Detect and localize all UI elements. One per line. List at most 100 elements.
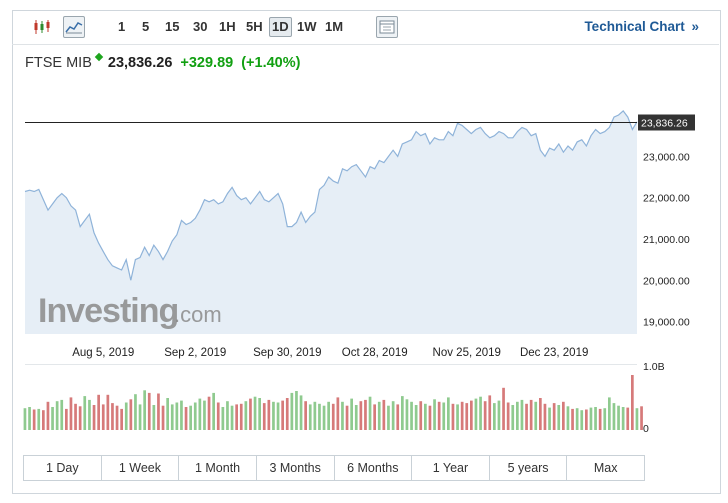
volume-bar bbox=[290, 392, 294, 430]
volume-bar bbox=[147, 392, 151, 430]
volume-bar bbox=[226, 401, 229, 430]
range-1-month[interactable]: 1 Month bbox=[179, 456, 257, 480]
volume-bar bbox=[170, 404, 174, 430]
volume-bar bbox=[120, 408, 123, 430]
volume-bar bbox=[516, 401, 519, 430]
range-1-year[interactable]: 1 Year bbox=[412, 456, 490, 480]
timeframe-1d[interactable]: 1D bbox=[269, 17, 292, 37]
volume-bar bbox=[608, 397, 611, 430]
volume-bar bbox=[396, 404, 400, 430]
x-tick-label: Nov 25, 2019 bbox=[433, 347, 501, 359]
volume-bar bbox=[470, 400, 473, 430]
volume-bar bbox=[354, 405, 358, 430]
timeframe-1[interactable]: 1 bbox=[118, 19, 126, 34]
price-line bbox=[24, 110, 638, 281]
timeframe-15[interactable]: 15 bbox=[165, 19, 180, 34]
volume-bar bbox=[428, 405, 432, 430]
volume-bar bbox=[55, 401, 59, 430]
volume-bar bbox=[276, 402, 280, 430]
volume-bar bbox=[88, 399, 91, 430]
volume-bar bbox=[138, 404, 142, 430]
technical-chart-link[interactable]: Technical Chart » bbox=[584, 19, 699, 34]
x-tick-label: Oct 28, 2019 bbox=[342, 347, 408, 359]
x-tick-label: Sep 30, 2019 bbox=[253, 347, 321, 359]
timeframe-1w[interactable]: 1W bbox=[297, 19, 317, 34]
volume-bar bbox=[525, 403, 528, 430]
volume-bar bbox=[244, 401, 248, 430]
volume-bar bbox=[166, 398, 169, 430]
volume-bar bbox=[401, 396, 404, 430]
volume-bar bbox=[272, 401, 275, 430]
volume-bar bbox=[216, 402, 220, 430]
candlestick-icon[interactable] bbox=[31, 16, 53, 38]
timeframe-5h[interactable]: 5H bbox=[246, 19, 263, 34]
timeframe-5[interactable]: 5 bbox=[142, 19, 150, 34]
x-tick-label: Sep 2, 2019 bbox=[164, 347, 226, 359]
timeframe-1h[interactable]: 1H bbox=[219, 19, 236, 34]
volume-bar bbox=[152, 405, 156, 430]
volume-bar bbox=[414, 405, 418, 430]
volume-bar bbox=[345, 405, 349, 430]
area-chart-icon[interactable] bbox=[63, 16, 85, 38]
range-6-months[interactable]: 6 Months bbox=[335, 456, 413, 480]
volume-bar bbox=[129, 399, 133, 430]
timeframe-1m[interactable]: 1M bbox=[325, 19, 344, 34]
range-5-years[interactable]: 5 years bbox=[490, 456, 568, 480]
volume-bar bbox=[249, 398, 252, 430]
price-change: +329.89 bbox=[180, 55, 234, 71]
y-tick-label: 19,000.00 bbox=[643, 317, 690, 329]
volume-bar bbox=[92, 405, 96, 430]
volume-bar bbox=[189, 405, 192, 430]
volume-bar bbox=[184, 407, 188, 430]
volume-bar bbox=[313, 401, 317, 430]
volume-bar bbox=[69, 397, 73, 430]
volume-bar bbox=[479, 396, 482, 430]
instrument-name: FTSE MIB bbox=[25, 55, 92, 71]
last-price: 23,836.26 bbox=[107, 55, 173, 71]
volume-bar bbox=[115, 405, 119, 430]
chart-toolbar: 1 5 15 30 1H 5H 1D 1W 1M Technical Chart… bbox=[12, 10, 719, 45]
volume-bar bbox=[364, 399, 367, 430]
volume-bar bbox=[32, 409, 36, 430]
volume-bar bbox=[198, 398, 202, 430]
volume-bar bbox=[331, 403, 335, 430]
volume-bar bbox=[529, 399, 533, 430]
last-price-label-bg bbox=[638, 114, 695, 131]
volume-bar bbox=[322, 405, 326, 430]
quote-header: FTSE MIB 23,836.26 +329.89 (+1.40%) bbox=[25, 52, 300, 71]
x-tick-label: Aug 5, 2019 bbox=[72, 347, 134, 359]
volume-bar bbox=[134, 394, 137, 430]
volume-bar bbox=[598, 408, 602, 430]
volume-bar bbox=[373, 404, 376, 430]
volume-bar bbox=[382, 399, 386, 430]
volume-bar bbox=[111, 403, 114, 430]
y-tick-label: 23,000.00 bbox=[643, 151, 690, 163]
volume-bar bbox=[28, 407, 31, 430]
volume-bar bbox=[106, 394, 110, 430]
volume-bar bbox=[359, 401, 363, 430]
indicators-icon[interactable] bbox=[376, 16, 398, 38]
volume-bar bbox=[304, 401, 307, 430]
volume-bar bbox=[327, 401, 330, 430]
volume-bar bbox=[520, 399, 524, 430]
volume-bar bbox=[336, 397, 340, 430]
volume-bar bbox=[387, 405, 390, 430]
volume-bar bbox=[617, 405, 620, 430]
volume-bar bbox=[37, 408, 41, 430]
volume-bar bbox=[594, 407, 597, 430]
volume-bar bbox=[51, 407, 54, 430]
range-3-months[interactable]: 3 Months bbox=[257, 456, 335, 480]
volume-bar bbox=[308, 404, 312, 430]
volume-bar bbox=[46, 401, 50, 430]
volume-bar bbox=[230, 405, 234, 430]
volume-bar bbox=[635, 408, 639, 430]
range-1-day[interactable]: 1 Day bbox=[24, 456, 102, 480]
range-1-week[interactable]: 1 Week bbox=[102, 456, 180, 480]
timeframe-30[interactable]: 30 bbox=[193, 19, 208, 34]
volume-bar bbox=[143, 390, 146, 430]
volume-bar bbox=[377, 401, 381, 430]
volume-bar bbox=[101, 404, 105, 430]
range-max[interactable]: Max bbox=[593, 461, 618, 475]
volume-bar bbox=[262, 403, 266, 430]
